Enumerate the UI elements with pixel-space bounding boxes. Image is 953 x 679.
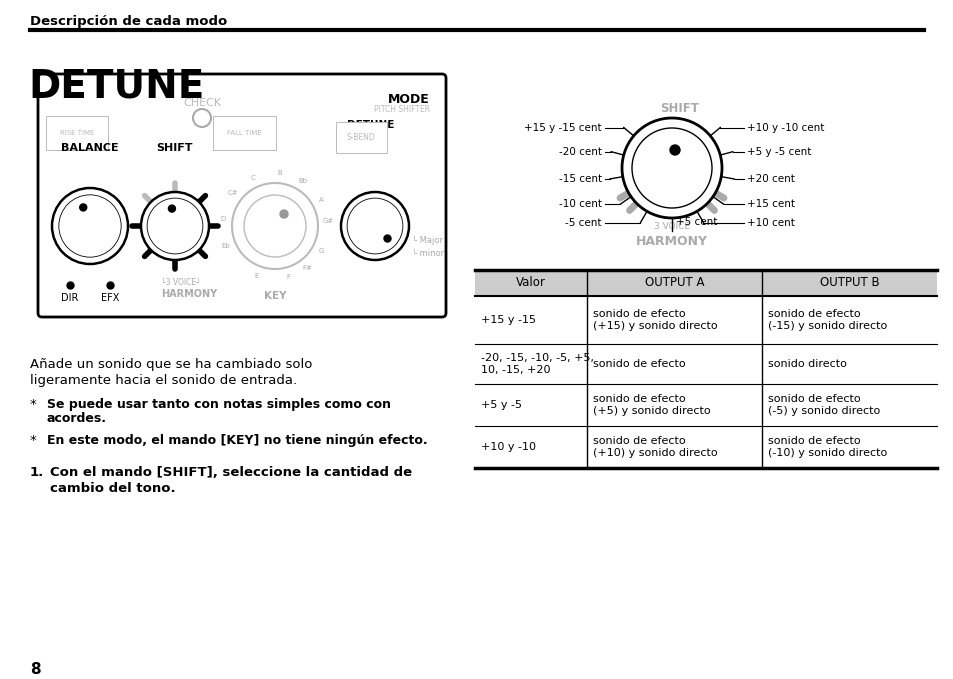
Text: ligeramente hacia el sonido de entrada.: ligeramente hacia el sonido de entrada. [30, 374, 296, 387]
Text: +5 cent: +5 cent [676, 217, 717, 227]
Text: 1.: 1. [30, 466, 44, 479]
Text: HARMONY: HARMONY [636, 235, 707, 248]
Text: -15 cent: -15 cent [558, 174, 601, 184]
Text: sonido de efecto: sonido de efecto [593, 359, 685, 369]
Text: Descripción de cada modo: Descripción de cada modo [30, 15, 227, 28]
Text: Añade un sonido que se ha cambiado solo: Añade un sonido que se ha cambiado solo [30, 358, 312, 371]
Text: B: B [277, 170, 282, 177]
Circle shape [169, 205, 175, 212]
Text: 8: 8 [30, 662, 41, 677]
Bar [475, 270, 936, 296]
Circle shape [80, 204, 87, 211]
Text: +5 y -5: +5 y -5 [480, 400, 521, 410]
Text: +20 cent: +20 cent [746, 174, 794, 184]
Text: sonido de efecto
(+10) y sonido directo: sonido de efecto (+10) y sonido directo [593, 436, 717, 458]
Circle shape [669, 145, 679, 155]
Text: sonido de efecto
(+15) y sonido directo: sonido de efecto (+15) y sonido directo [593, 309, 717, 331]
Text: +10 y -10: +10 y -10 [480, 442, 536, 452]
Text: └3 VOICE┘: └3 VOICE┘ [161, 278, 200, 287]
Text: A: A [318, 196, 323, 202]
Text: DIR: DIR [61, 293, 78, 303]
Text: Eb: Eb [221, 243, 230, 249]
Text: HARMONY: HARMONY [161, 289, 217, 299]
Text: -5 cent: -5 cent [565, 217, 601, 227]
Text: DETUNE: DETUNE [347, 120, 394, 130]
Circle shape [384, 235, 391, 242]
Text: acordes.: acordes. [47, 412, 107, 425]
Circle shape [141, 192, 209, 260]
Text: Valor: Valor [516, 276, 545, 289]
Text: -20, -15, -10, -5, +5,
10, -15, +20: -20, -15, -10, -5, +5, 10, -15, +20 [480, 353, 594, 375]
Text: En este modo, el mando [KEY] no tiene ningún efecto.: En este modo, el mando [KEY] no tiene ni… [47, 434, 427, 447]
Text: BALANCE: BALANCE [61, 143, 119, 153]
Text: G: G [318, 248, 324, 254]
Text: OUTPUT A: OUTPUT A [644, 276, 703, 289]
Circle shape [232, 183, 317, 269]
Text: F#: F# [302, 265, 313, 271]
Text: S-BEND: S-BEND [347, 133, 375, 142]
Text: sonido de efecto
(-5) y sonido directo: sonido de efecto (-5) y sonido directo [767, 394, 880, 416]
Text: SHIFT: SHIFT [659, 102, 699, 115]
Text: OUTPUT B: OUTPUT B [819, 276, 879, 289]
Text: *: * [30, 398, 37, 411]
Text: KEY: KEY [263, 291, 286, 301]
Text: *: * [30, 434, 37, 447]
Circle shape [340, 192, 409, 260]
FancyBboxPatch shape [38, 74, 446, 317]
Text: PITCH SHIFTER: PITCH SHIFTER [374, 105, 430, 114]
Text: +5 y -5 cent: +5 y -5 cent [746, 147, 810, 157]
Circle shape [280, 210, 288, 218]
Text: +15 cent: +15 cent [746, 199, 794, 209]
Text: +15 y -15: +15 y -15 [480, 315, 536, 325]
Text: 3 VOICE: 3 VOICE [653, 222, 689, 231]
Text: C#: C# [228, 190, 238, 196]
Text: +10 cent: +10 cent [746, 217, 794, 227]
Text: MODE: MODE [388, 93, 430, 106]
Text: F: F [287, 274, 291, 280]
Text: cambio del tono.: cambio del tono. [50, 482, 175, 495]
Text: └ Major: └ Major [412, 236, 442, 245]
Text: +10 y -10 cent: +10 y -10 cent [746, 122, 823, 132]
Text: E: E [254, 273, 259, 279]
Text: Bb: Bb [298, 178, 307, 184]
Text: SHIFT: SHIFT [156, 143, 193, 153]
Text: G#: G# [322, 219, 334, 224]
Text: +15 y -15 cent: +15 y -15 cent [524, 122, 601, 132]
Text: -20 cent: -20 cent [558, 147, 601, 157]
Text: EFX: EFX [101, 293, 119, 303]
Text: sonido de efecto
(+5) y sonido directo: sonido de efecto (+5) y sonido directo [593, 394, 710, 416]
Text: Se puede usar tanto con notas simples como con: Se puede usar tanto con notas simples co… [47, 398, 391, 411]
Text: sonido directo: sonido directo [767, 359, 846, 369]
Circle shape [52, 188, 128, 264]
Text: FALL TIME: FALL TIME [227, 130, 261, 136]
Text: DETUNE: DETUNE [28, 68, 204, 106]
Text: sonido de efecto
(-10) y sonido directo: sonido de efecto (-10) y sonido directo [767, 436, 886, 458]
Circle shape [244, 195, 306, 257]
Text: CHECK: CHECK [183, 98, 221, 108]
Text: Con el mando [SHIFT], seleccione la cantidad de: Con el mando [SHIFT], seleccione la cant… [50, 466, 412, 479]
Text: sonido de efecto
(-15) y sonido directo: sonido de efecto (-15) y sonido directo [767, 309, 886, 331]
Circle shape [621, 118, 721, 218]
Text: RISE TIME: RISE TIME [60, 130, 94, 136]
Text: C: C [250, 175, 254, 181]
Text: -10 cent: -10 cent [558, 199, 601, 209]
Text: D: D [219, 216, 225, 221]
Text: └ minor: └ minor [412, 249, 444, 258]
